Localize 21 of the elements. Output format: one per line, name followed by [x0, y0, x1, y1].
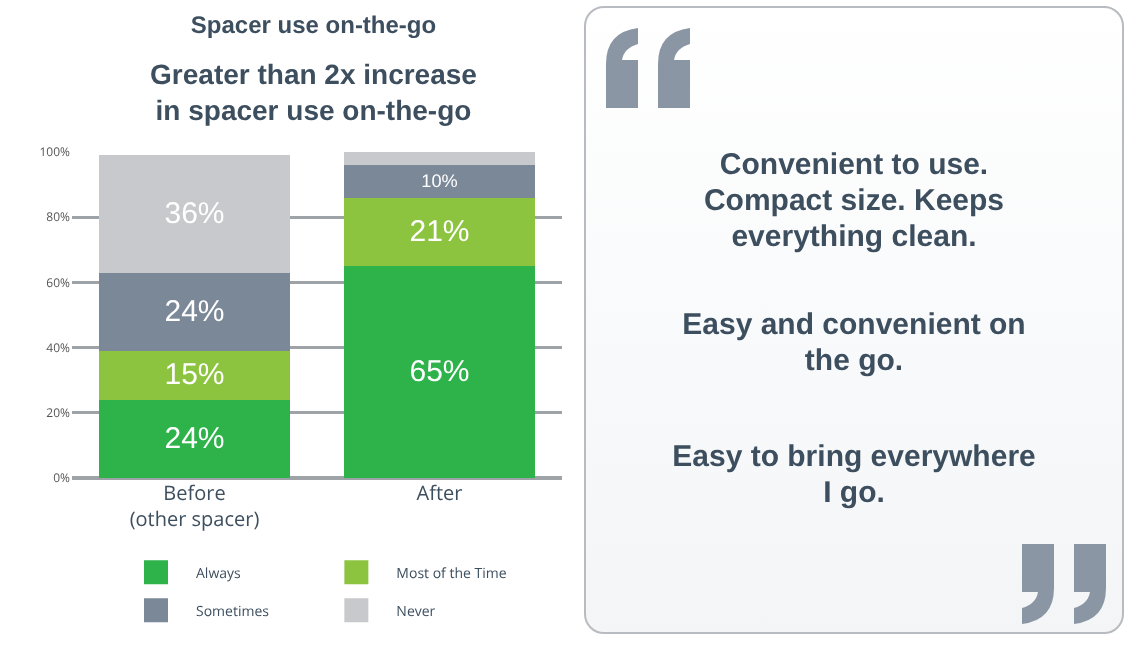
x-tick-label: After — [416, 478, 463, 506]
data-label: 65% — [409, 355, 470, 390]
bar — [98, 155, 291, 273]
bar — [343, 266, 536, 478]
bar — [98, 272, 291, 351]
data-label: 21% — [409, 214, 470, 249]
text: Easy to bring everywhere I go. — [670, 440, 1038, 512]
chart-title: Spacer use on-the-go — [190, 11, 437, 39]
bar — [98, 399, 291, 478]
bar — [343, 197, 536, 267]
bar — [98, 350, 291, 400]
bar — [343, 152, 536, 166]
data-label: 24% — [164, 421, 225, 456]
data-label: 24% — [164, 294, 225, 329]
chart-subtitle: Greater than 2x increase in spacer use on-the-go — [150, 57, 478, 127]
text: Convenient to use. Compact size. Keeps everything clean. — [701, 148, 1007, 256]
x-tick-label: Before (other spacer) — [129, 478, 260, 532]
text: Easy and convenient on the go. — [680, 308, 1028, 380]
data-label: 15% — [164, 358, 225, 393]
bar — [343, 165, 536, 198]
data-label: 10% — [421, 170, 458, 191]
